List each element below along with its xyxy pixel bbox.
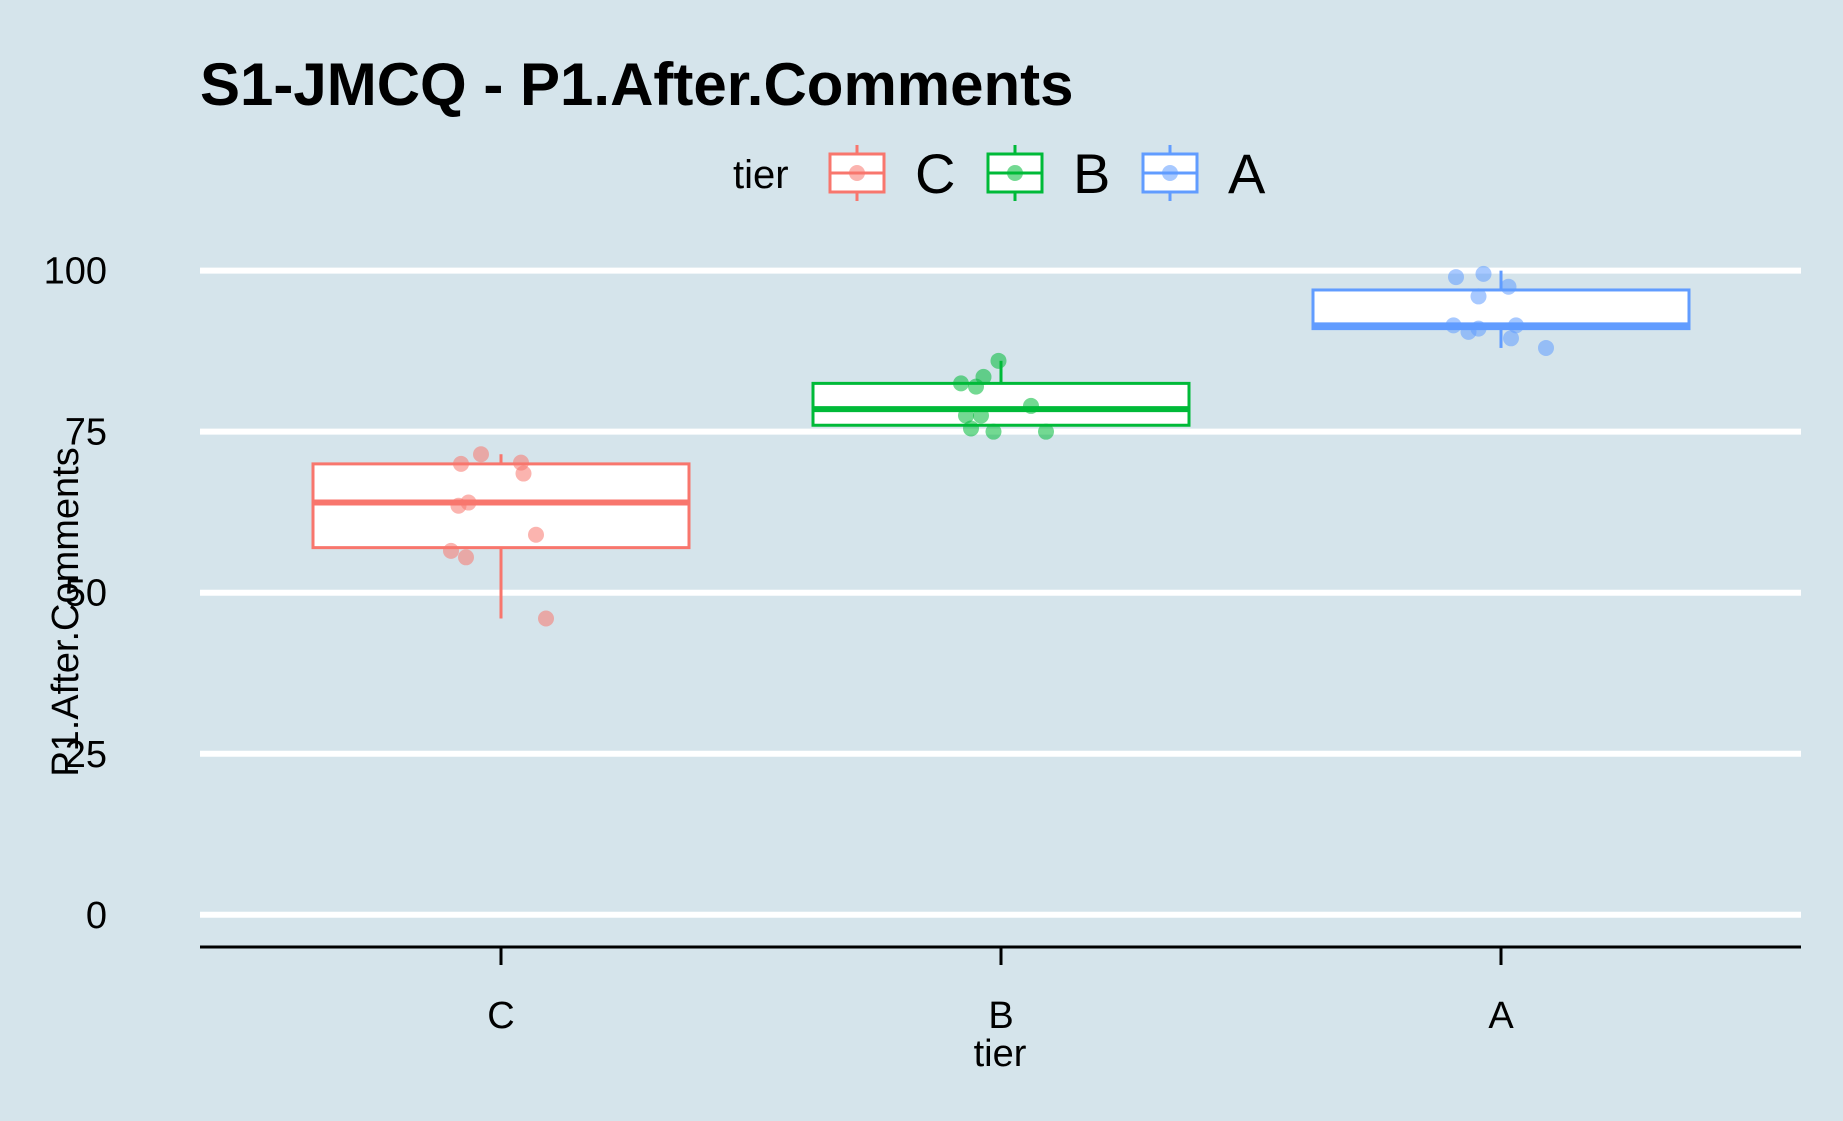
- data-point-C: [453, 455, 469, 472]
- box-iqr: [1311, 288, 1691, 331]
- y-gridlines: 0 25 50 75 100: [44, 251, 1801, 937]
- box-C: [311, 454, 691, 619]
- data-point-B: [963, 420, 979, 437]
- data-point-B: [990, 352, 1007, 369]
- box-B: [811, 360, 1191, 427]
- y-tick-label: 50: [65, 573, 107, 615]
- data-point-B: [975, 368, 992, 385]
- data-point-C: [443, 542, 459, 559]
- data-point-A: [1475, 265, 1492, 282]
- y-tick-label: 0: [86, 895, 107, 937]
- y-tick-label: 75: [65, 412, 107, 454]
- legend-key-C: [828, 145, 886, 201]
- chart-title: S1-JMCQ - P1.After.Comments: [200, 51, 1074, 118]
- data-point-B: [1038, 423, 1054, 440]
- data-point-A: [1500, 278, 1517, 295]
- y-tick-label: 100: [44, 251, 107, 293]
- box-A: [1311, 270, 1691, 348]
- data-point-C: [460, 494, 477, 511]
- box-iqr: [811, 381, 1191, 427]
- x-tick-label: A: [1488, 995, 1514, 1037]
- data-point-B: [953, 375, 969, 392]
- legend-key-B: [986, 145, 1044, 201]
- data-point-C: [473, 446, 489, 463]
- data-point-C: [458, 549, 474, 566]
- x-tick-label: C: [487, 995, 514, 1037]
- data-point-B: [973, 407, 989, 424]
- data-point-C: [528, 526, 544, 543]
- boxes: [311, 270, 1691, 619]
- legend: tier C B A: [733, 142, 1266, 205]
- legend-key-A: [1141, 145, 1199, 201]
- data-point-A: [1508, 317, 1524, 334]
- data-point-A: [1460, 323, 1477, 340]
- data-point-A: [1445, 317, 1462, 334]
- legend-label: B: [1073, 142, 1110, 205]
- legend-key-point: [1162, 165, 1178, 181]
- data-point-B: [958, 407, 974, 424]
- data-point-A: [1503, 330, 1519, 347]
- jitter-points: [443, 265, 1554, 627]
- data-point-B: [985, 423, 1002, 440]
- x-tick-label: B: [988, 995, 1013, 1037]
- y-tick-label: 25: [65, 734, 107, 776]
- data-point-A: [1538, 339, 1554, 356]
- data-point-B: [1023, 397, 1039, 414]
- data-point-C: [515, 465, 532, 482]
- legend-label: C: [915, 142, 955, 205]
- x-axis-title: tier: [974, 1033, 1027, 1075]
- legend-key-point: [1007, 165, 1023, 181]
- y-axis-title: P1.After.Comments: [45, 447, 87, 776]
- legend-key-point: [849, 165, 865, 181]
- data-point-A: [1470, 288, 1487, 305]
- data-point-C: [538, 610, 554, 627]
- legend-label: A: [1228, 142, 1266, 205]
- data-point-A: [1448, 269, 1464, 286]
- legend-title: tier: [733, 153, 789, 197]
- box-iqr: [311, 462, 691, 550]
